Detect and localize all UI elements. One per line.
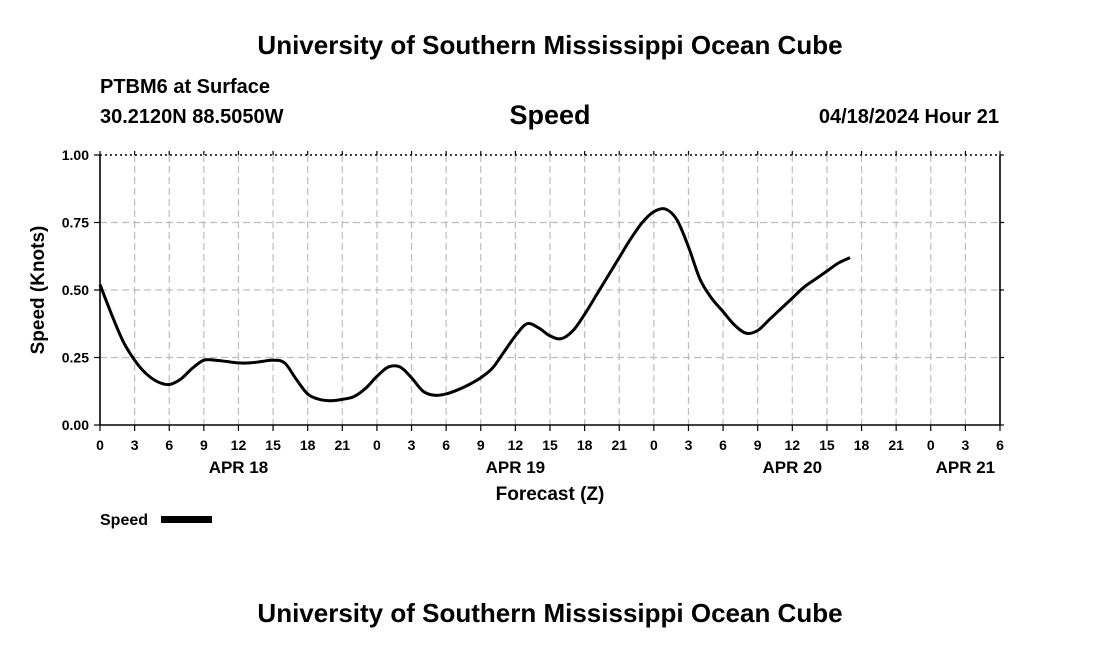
x-tick-label: 18 xyxy=(300,437,316,453)
x-tick-label: 21 xyxy=(611,437,627,453)
x-tick-label: 12 xyxy=(231,437,247,453)
x-tick-label: 0 xyxy=(650,437,658,453)
station-coordinates: 30.2120N 88.5050W xyxy=(100,106,284,128)
x-tick-label: 9 xyxy=(477,437,485,453)
x-tick-label: 6 xyxy=(165,437,173,453)
x-tick-label: 15 xyxy=(819,437,835,453)
x-tick-label: 12 xyxy=(785,437,801,453)
x-tick-label: 0 xyxy=(927,437,935,453)
y-tick-label: 0.75 xyxy=(62,215,89,231)
x-tick-label: 15 xyxy=(265,437,281,453)
y-axis-title: Speed (Knots) xyxy=(28,226,49,355)
forecast-timestamp: 04/18/2024 Hour 21 xyxy=(818,106,999,128)
footer-title: University of Southern Mississippi Ocean… xyxy=(257,598,843,628)
y-tick-label: 1.00 xyxy=(62,147,89,163)
y-tick-label: 0.50 xyxy=(62,282,89,298)
legend-swatch xyxy=(161,516,212,523)
x-tick-label: 15 xyxy=(542,437,558,453)
y-tick-label: 0.00 xyxy=(62,417,89,433)
day-label: APR 18 xyxy=(209,458,269,477)
chart-title: Speed xyxy=(509,100,591,130)
x-tick-label: 6 xyxy=(442,437,450,453)
axis-layer: 0 3 6 9 12 15 18 21 0 3 6 9 12 15 18 21 0 3 6 9 12 15 18 21 0 3 6 0… xyxy=(62,147,1004,477)
grid-layer xyxy=(100,155,1000,425)
x-tick-label: 6 xyxy=(719,437,727,453)
x-tick-label: 18 xyxy=(854,437,870,453)
series-line-speed xyxy=(98,207,851,403)
x-tick-label: 9 xyxy=(754,437,762,453)
day-label: APR 20 xyxy=(763,458,823,477)
x-tick-label: 21 xyxy=(888,437,904,453)
x-tick-label: 3 xyxy=(408,437,416,453)
x-axis-title: Forecast (Z) xyxy=(496,484,605,505)
day-label: APR 19 xyxy=(486,458,546,477)
legend-label: Speed xyxy=(100,512,148,529)
x-tick-label: 9 xyxy=(200,437,208,453)
station-label: PTBM6 at Surface xyxy=(100,76,271,98)
x-tick-label: 6 xyxy=(996,437,1004,453)
y-tick-label: 0.25 xyxy=(62,350,89,366)
x-tick-label: 0 xyxy=(96,437,104,453)
page-title: University of Southern Mississippi Ocean… xyxy=(257,30,843,60)
x-tick-label: 3 xyxy=(685,437,693,453)
legend: Speed xyxy=(100,512,212,529)
x-tick-label: 12 xyxy=(508,437,524,453)
x-tick-label: 3 xyxy=(131,437,139,453)
x-tick-label: 3 xyxy=(961,437,969,453)
day-label: APR 21 xyxy=(936,458,996,477)
series-layer xyxy=(98,207,851,403)
x-tick-label: 0 xyxy=(373,437,381,453)
x-tick-label: 18 xyxy=(577,437,593,453)
x-tick-label: 21 xyxy=(335,437,351,453)
